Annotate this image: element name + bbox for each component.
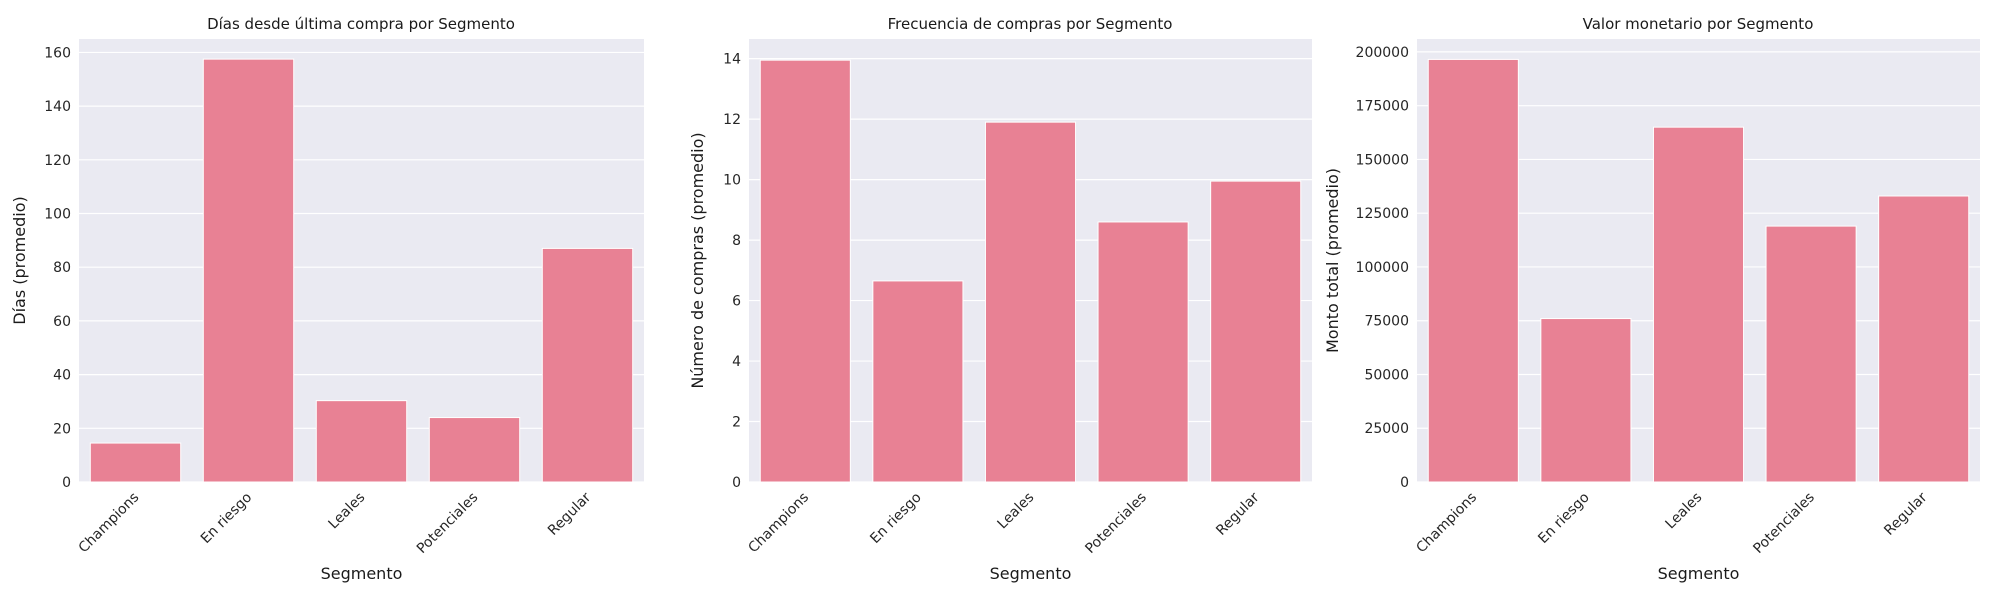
y-tick-label: 0 — [62, 475, 71, 491]
y-tick-label: 4 — [732, 354, 741, 370]
bar — [1765, 225, 1857, 483]
y-tick-label: 60 — [53, 314, 71, 330]
bar — [759, 59, 851, 483]
y-tick-label: 10 — [723, 173, 741, 189]
bar — [1210, 180, 1302, 483]
bar — [1427, 58, 1519, 483]
y-tick-label: 25000 — [1364, 421, 1409, 437]
y-tick-label: 160 — [44, 45, 71, 61]
y-tick-label: 8 — [732, 233, 741, 249]
bar — [984, 121, 1077, 483]
bar — [872, 280, 964, 483]
x-tick-label: Leales — [1663, 490, 1706, 533]
x-tick-label: Leales — [326, 490, 369, 533]
y-tick-label: 150000 — [1356, 152, 1409, 168]
chart-title: Frecuencia de compras por Segmento — [888, 15, 1173, 33]
y-tick-label: 14 — [723, 52, 741, 68]
y-tick-label: 100 — [44, 207, 71, 223]
y-tick-label: 2 — [732, 415, 741, 431]
bar — [1540, 318, 1632, 483]
y-tick-label: 125000 — [1356, 206, 1409, 222]
x-axis-label: Segmento — [990, 564, 1072, 583]
chart-panel-3: 0 25000 50000 75000 100000 125000 150000 175000… — [1323, 15, 1980, 583]
y-tick-label: 6 — [732, 294, 741, 310]
x-tick-label: En riesgo — [867, 490, 924, 547]
bar — [1097, 221, 1189, 483]
x-tick-label: Regular — [1213, 489, 1262, 538]
x-tick-label: En riesgo — [1535, 490, 1592, 547]
x-tick-label: Potenciales — [414, 490, 481, 557]
x-axis-label: Segmento — [321, 564, 403, 583]
x-tick-label: Leales — [995, 490, 1038, 533]
y-tick-label: 120 — [44, 153, 71, 169]
x-tick-label: Regular — [1881, 489, 1930, 538]
y-tick-label: 100000 — [1356, 260, 1409, 276]
chart-title: Valor monetario por Segmento — [1583, 15, 1814, 33]
y-tick-label: 50000 — [1364, 367, 1409, 383]
y-tick-label: 75000 — [1364, 314, 1409, 330]
x-axis-label: Segmento — [1658, 564, 1740, 583]
y-axis-label: Monto total (promedio) — [1323, 168, 1342, 353]
y-tick-label: 200000 — [1356, 45, 1409, 61]
x-tick-label: Potenciales — [1750, 490, 1817, 557]
y-tick-label: 0 — [1400, 475, 1409, 491]
bar — [202, 58, 295, 483]
bar — [89, 442, 182, 483]
y-axis-label: Días (promedio) — [10, 196, 29, 324]
y-axis-label: Número de compras (promedio) — [688, 132, 707, 388]
x-tick-label: Regular — [545, 489, 594, 538]
x-tick-label: Champions — [745, 490, 812, 557]
bar — [541, 247, 634, 483]
y-tick-label: 40 — [53, 368, 71, 384]
y-tick-label: 140 — [44, 99, 71, 115]
y-tick-label: 80 — [53, 260, 71, 276]
y-tick-label: 12 — [723, 112, 741, 128]
y-tick-label: 0 — [732, 475, 741, 491]
chart-panel-2: 0 2 4 6 8 10 12 14 Champions En riesgo Leales Poten… — [688, 15, 1312, 583]
chart-panel-1: 0 20 40 60 80 100 120 140 160 Champions En riesgo L… — [10, 15, 644, 583]
x-tick-label: Champions — [1413, 490, 1480, 557]
bar — [315, 400, 408, 483]
x-tick-label: Champions — [76, 490, 143, 557]
bar — [428, 417, 521, 483]
x-tick-label: En riesgo — [198, 490, 255, 547]
x-tick-label: Potenciales — [1082, 490, 1149, 557]
chart-title: Días desde última compra por Segmento — [207, 15, 515, 33]
bar — [1652, 126, 1745, 483]
bar — [1878, 195, 1970, 483]
y-tick-label: 175000 — [1356, 99, 1409, 115]
y-tick-label: 20 — [53, 421, 71, 437]
